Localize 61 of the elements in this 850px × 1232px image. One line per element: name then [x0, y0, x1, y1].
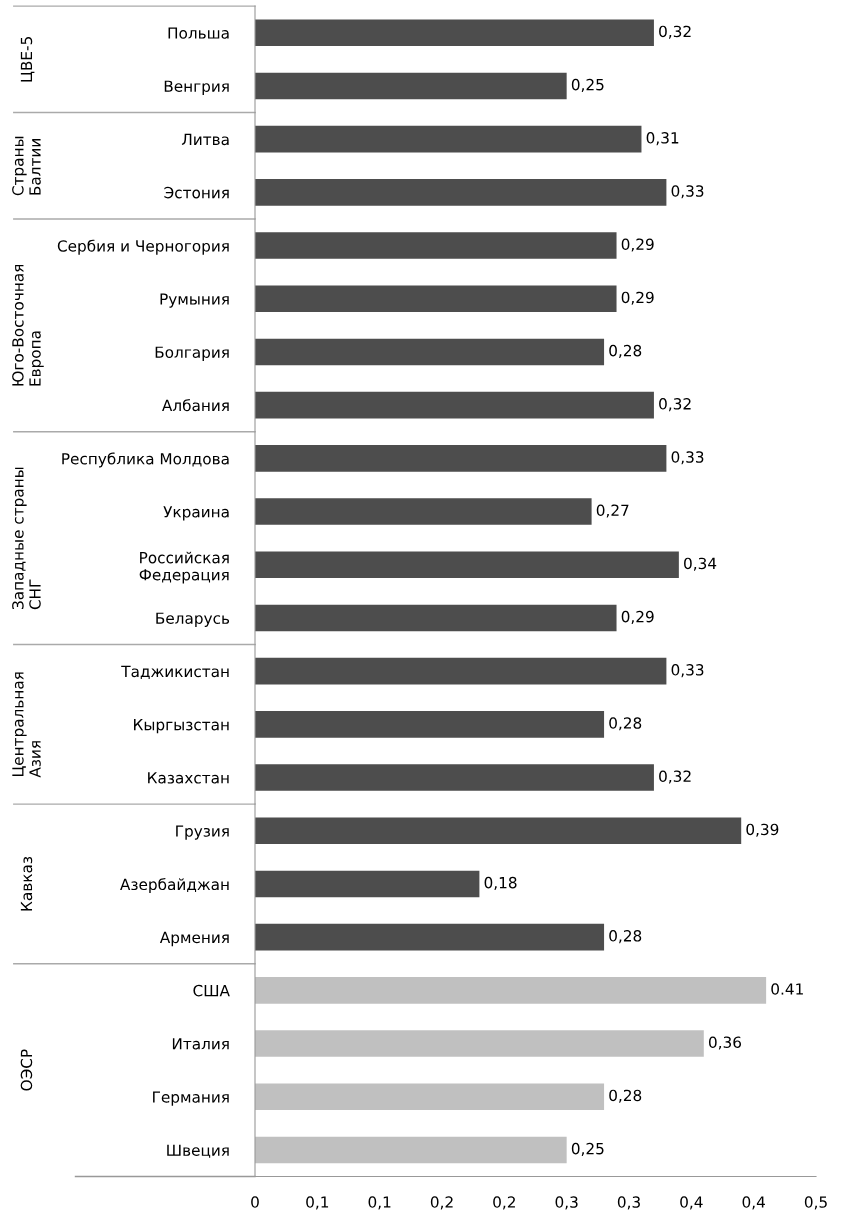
y-axis-title: ОЭСР: [20, 1049, 33, 1091]
y-tick-label: Венгрия: [164, 80, 229, 95]
x-tick-label: 0,4: [680, 1196, 703, 1210]
y-tick-label: Российская Федерация: [139, 551, 229, 584]
data-label: 0,33: [671, 451, 704, 465]
data-label: 0,29: [621, 238, 654, 252]
y-tick-label: Польша: [168, 27, 229, 39]
y-axis-title: Центральная Азия: [12, 672, 41, 778]
data-label: 0,28: [609, 930, 642, 944]
y-tick-label: Сербия и Черногория: [57, 239, 229, 255]
data-label: 0,31: [646, 132, 679, 146]
y-tick-label: Румыния: [160, 293, 229, 308]
data-label: 0,28: [609, 717, 642, 731]
x-tick-label: 0,3: [617, 1196, 640, 1210]
data-label: 0,18: [484, 876, 517, 890]
x-tick-label: 0,1: [368, 1196, 391, 1210]
x-tick-label: 0,4: [742, 1196, 765, 1210]
y-axis-title: Западные страны СНГ: [12, 467, 41, 610]
y-tick-label: Литва: [181, 133, 229, 146]
data-label: 0,27: [596, 504, 629, 518]
y-tick-label: Эстония: [164, 186, 229, 199]
y-tick-label: Беларусь: [156, 612, 230, 627]
x-tick-label: 0,5: [804, 1196, 827, 1210]
data-label: 0.41: [771, 983, 803, 995]
data-label: 0,29: [621, 610, 654, 624]
data-label: 0,32: [659, 398, 691, 412]
y-tick-label: США: [193, 984, 230, 997]
data-label: 0,25: [571, 78, 604, 92]
data-label: 0,33: [671, 664, 704, 678]
x-tick-label: 0: [251, 1196, 259, 1208]
data-label: 0,28: [609, 1089, 642, 1103]
y-tick-label: Грузия: [176, 825, 229, 840]
data-label: 0,29: [621, 291, 654, 305]
y-tick-label: Республика Молдова: [62, 452, 229, 468]
y-tick-label: Украина: [163, 506, 229, 521]
data-label: 0,39: [746, 823, 779, 837]
y-tick-label: Казахстан: [148, 772, 229, 784]
y-tick-label: Швеция: [167, 1144, 229, 1158]
y-tick-label: Таджикистан: [121, 665, 229, 680]
y-tick-label: Германия: [153, 1091, 229, 1106]
x-tick-label: 0,2: [493, 1196, 515, 1210]
y-tick-label: Кыргызстан: [134, 719, 229, 734]
data-label: 0,28: [609, 344, 642, 358]
y-axis-title: Кавказ: [20, 856, 33, 911]
y-axis-title: ЦВЕ-5: [20, 37, 35, 82]
data-label: 0,25: [571, 1142, 604, 1156]
y-tick-label: Болгария: [155, 346, 229, 361]
data-label: 0,32: [659, 770, 691, 784]
y-tick-label: Италия: [172, 1038, 229, 1050]
y-tick-label: Азербайджан: [120, 878, 229, 894]
x-tick-label: 0,3: [555, 1196, 578, 1210]
data-label: 0,34: [684, 557, 717, 571]
x-tick-label: 0,2: [430, 1196, 453, 1210]
y-axis-title: Юго-Восточная Европа: [12, 264, 44, 386]
data-label: 0,36: [708, 1036, 742, 1050]
data-label: 0,32: [659, 25, 691, 39]
y-tick-label: Армения: [159, 931, 229, 947]
y-tick-label: Албания: [162, 399, 229, 412]
y-axis-title: Страны Балтии: [12, 136, 41, 196]
x-tick-label: 0,1: [306, 1196, 329, 1210]
data-label: 0,33: [671, 185, 704, 199]
